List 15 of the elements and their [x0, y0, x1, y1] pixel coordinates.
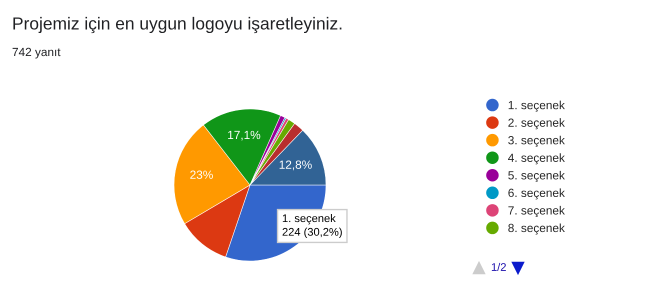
data-label: 17,1% — [228, 130, 260, 141]
legend-label: 7. seçenek — [508, 206, 565, 217]
text: 742 yanıt — [12, 48, 60, 59]
text: 1. seçenek 224 (30,2%) — [282, 214, 342, 238]
data-label: 23% — [190, 170, 213, 179]
data-label: 12,8% — [280, 160, 312, 170]
legend-label: 3. seçenek — [508, 136, 565, 147]
legend-label: 6. seçenek — [508, 188, 565, 200]
chart-title: Projemiz için en uygun logoyu işaretleyiniz. — [13, 16, 342, 34]
legend-label: 1. seçenek — [508, 100, 565, 112]
legend-label: 2. seçenek — [508, 118, 565, 130]
text: 1/2 — [492, 262, 506, 271]
legend-label: 4. seçenek — [508, 153, 565, 164]
legend-label: 5. seçenek — [508, 170, 565, 182]
legend-label: 8. seçenek — [508, 223, 565, 235]
